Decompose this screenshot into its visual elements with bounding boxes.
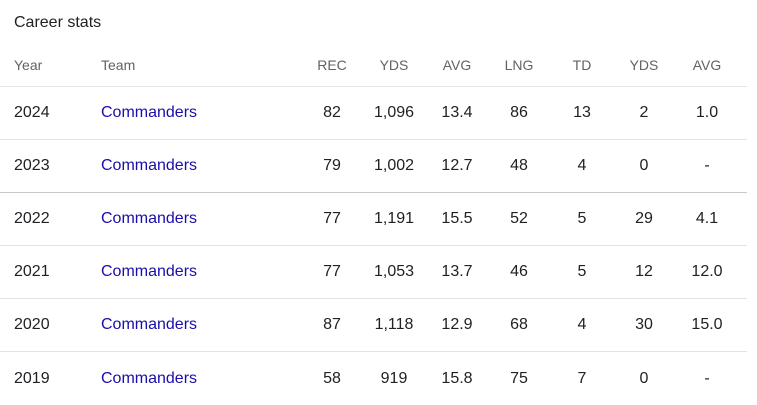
- year-cell: 2021: [14, 263, 50, 280]
- table-header-row: Year Team REC YDS AVG LNG TD YDS AVG: [0, 44, 747, 87]
- rush-avg-cell: -: [704, 369, 710, 387]
- td-cell: 13: [573, 104, 591, 121]
- table-row: 2024 Commanders 82 1,096 13.4 86 13 2 1.…: [0, 87, 747, 140]
- section-title: Career stats: [14, 14, 102, 31]
- td-cell: 4: [577, 157, 587, 174]
- lng-cell: 48: [510, 157, 528, 174]
- header-yds: YDS: [379, 57, 409, 73]
- rush-yds-cell: 2: [639, 104, 649, 121]
- lng-cell: 86: [510, 104, 528, 121]
- table-row: 2023 Commanders 79 1,002 12.7 48 4 0 -: [0, 140, 747, 193]
- rush-avg-cell: 4.1: [695, 210, 719, 227]
- avg-cell: 15.8: [441, 369, 473, 387]
- yds-cell: 1,118: [374, 316, 414, 333]
- yds-cell: 1,002: [373, 157, 415, 174]
- lng-cell: 46: [510, 263, 528, 280]
- header-rush-yds: YDS: [629, 57, 659, 73]
- rec-cell: 79: [323, 157, 341, 174]
- table-row: 2022 Commanders 77 1,191 15.5 52 5 29 4.…: [0, 193, 747, 246]
- year-cell: 2020: [14, 316, 50, 333]
- rush-avg-cell: 1.0: [695, 104, 719, 121]
- team-link[interactable]: Commanders: [101, 104, 198, 121]
- table-row: 2019 Commanders 58 919 15.8 75 7 0 -: [0, 352, 747, 405]
- avg-cell: 13.7: [441, 263, 473, 280]
- yds-cell: 919: [380, 369, 408, 387]
- rec-cell: 82: [323, 104, 341, 121]
- team-link[interactable]: Commanders: [101, 210, 198, 227]
- td-cell: 5: [577, 263, 587, 280]
- rush-yds-cell: 0: [639, 157, 649, 174]
- avg-cell: 12.7: [441, 157, 473, 174]
- rec-cell: 77: [323, 210, 341, 227]
- header-team: Team: [101, 57, 136, 73]
- lng-cell: 75: [510, 369, 528, 387]
- year-cell: 2022: [14, 210, 50, 227]
- header-avg: AVG: [442, 57, 472, 73]
- year-cell: 2023: [14, 157, 50, 174]
- rec-cell: 58: [323, 369, 341, 387]
- career-stats-table: Year Team REC YDS AVG LNG TD YDS AVG 202…: [0, 44, 747, 405]
- rush-avg-cell: 12.0: [691, 263, 723, 280]
- header-rec: REC: [317, 57, 347, 73]
- year-cell: 2019: [14, 369, 50, 387]
- rush-yds-cell: 0: [639, 369, 649, 387]
- table-row: 2021 Commanders 77 1,053 13.7 46 5 12 12…: [0, 246, 747, 299]
- rush-yds-cell: 12: [635, 263, 653, 280]
- header-rush-avg: AVG: [692, 57, 722, 73]
- lng-cell: 68: [510, 316, 528, 333]
- yds-cell: 1,053: [373, 263, 415, 280]
- rec-cell: 87: [323, 316, 341, 333]
- team-link[interactable]: Commanders: [101, 316, 198, 333]
- lng-cell: 52: [510, 210, 528, 227]
- td-cell: 5: [577, 210, 587, 227]
- rush-yds-cell: 29: [635, 210, 653, 227]
- avg-cell: 12.9: [441, 316, 473, 333]
- table-row: 2020 Commanders 87 1,118 12.9 68 4 30 15…: [0, 299, 747, 352]
- team-link[interactable]: Commanders: [101, 263, 198, 280]
- rush-avg-cell: 15.0: [691, 316, 723, 333]
- header-td: TD: [572, 57, 592, 73]
- team-link[interactable]: Commanders: [101, 157, 198, 174]
- team-link[interactable]: Commanders: [101, 369, 198, 387]
- yds-cell: 1,096: [373, 104, 415, 121]
- year-cell: 2024: [14, 104, 50, 121]
- avg-cell: 13.4: [441, 104, 473, 121]
- yds-cell: 1,191: [373, 210, 415, 227]
- td-cell: 4: [577, 316, 587, 333]
- avg-cell: 15.5: [441, 210, 473, 227]
- rush-avg-cell: -: [704, 157, 710, 174]
- header-lng: LNG: [504, 57, 534, 73]
- td-cell: 7: [577, 369, 587, 387]
- rush-yds-cell: 30: [635, 316, 653, 333]
- header-year: Year: [14, 57, 43, 73]
- rec-cell: 77: [323, 263, 341, 280]
